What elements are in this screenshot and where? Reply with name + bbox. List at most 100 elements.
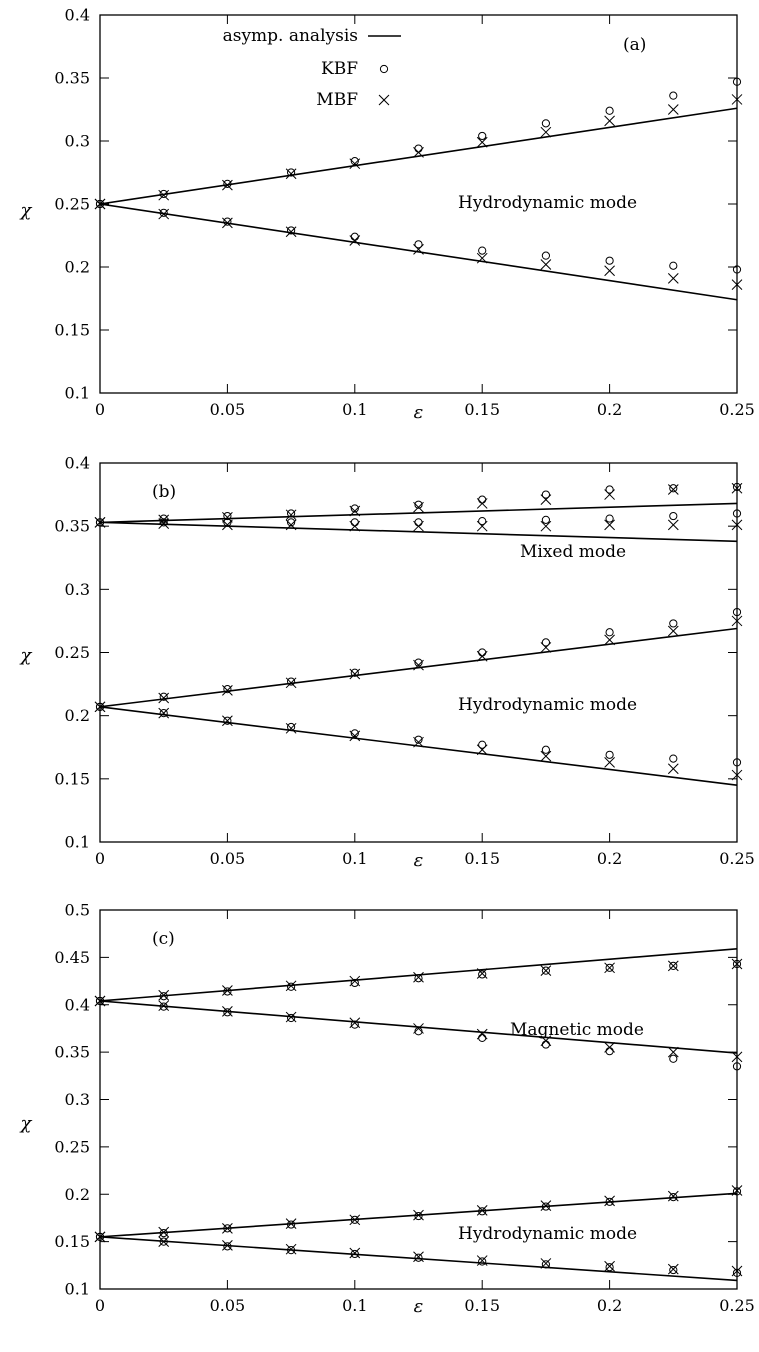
y-tick-label: 0.25 <box>54 643 90 662</box>
mbf-point-stroke <box>349 520 361 532</box>
mbf-point-stroke <box>604 265 615 277</box>
mode-annotation: Mixed mode <box>520 542 626 562</box>
mbf-point <box>222 715 233 727</box>
mbf-point-stroke <box>604 1195 615 1207</box>
kbf-point <box>669 484 678 493</box>
mbf-point-stroke <box>604 757 615 768</box>
mbf-point-stroke <box>285 509 297 521</box>
mbf-point-stroke <box>476 1028 488 1040</box>
mbf-point-stroke <box>94 1231 106 1243</box>
mbf-point-stroke <box>731 1265 743 1277</box>
mbf-point-stroke <box>349 1017 361 1029</box>
mbf-point <box>349 158 361 170</box>
kbf-point <box>287 1220 296 1229</box>
x-tick-label: 0.2 <box>597 400 622 419</box>
kbf-point <box>541 745 551 754</box>
kbf-point <box>669 1054 678 1063</box>
mbf-point-stroke <box>604 634 615 646</box>
mode-annotation: Hydrodynamic mode <box>458 695 637 715</box>
kbf-point <box>541 966 551 975</box>
kbf-point <box>669 961 678 971</box>
mbf-point-stroke <box>413 146 424 158</box>
mbf-point <box>158 989 170 1001</box>
y-axis-label: χ <box>19 645 33 666</box>
kbf-point <box>350 157 359 166</box>
mbf-point <box>667 484 679 495</box>
mbf-point-stroke <box>94 517 106 528</box>
mbf-point-stroke <box>667 763 679 775</box>
x-axis-label: ε <box>414 1296 424 1317</box>
mbf-point-stroke <box>222 1240 233 1251</box>
mbf-point <box>222 179 233 191</box>
mbf-point <box>604 1260 615 1272</box>
y-tick-label: 0.3 <box>65 132 90 151</box>
mbf-point-stroke <box>476 252 488 264</box>
mbf-point <box>476 1205 488 1216</box>
mbf-point-stroke <box>667 519 679 531</box>
mbf-point <box>476 968 488 979</box>
plot-frame <box>99 14 738 394</box>
mbf-point <box>158 707 170 719</box>
mbf-point-stroke <box>222 685 233 696</box>
mbf-point <box>731 482 743 494</box>
y-tick-label: 0.1 <box>65 833 90 852</box>
mbf-point <box>349 730 361 742</box>
x-tick-label: 0.05 <box>210 1296 246 1315</box>
asymptotic-line <box>99 1236 738 1282</box>
mbf-point-stroke <box>413 1209 424 1221</box>
legend-label: asymp. analysis <box>223 26 358 46</box>
mbf-point <box>285 519 297 531</box>
mbf-point <box>604 1042 615 1053</box>
kbf-point <box>541 1202 551 1211</box>
mbf-point <box>604 265 615 277</box>
mbf-point-stroke <box>667 1263 679 1275</box>
y-tick-label: 0.35 <box>54 517 90 536</box>
mbf-point-stroke <box>476 520 488 532</box>
kbf-point <box>541 119 551 128</box>
mbf-point <box>667 763 679 775</box>
mbf-point-stroke <box>540 750 552 762</box>
mbf-point <box>476 136 488 148</box>
mbf-point-stroke <box>731 769 743 781</box>
kbf-point <box>287 518 296 527</box>
mbf-point-stroke <box>285 1218 297 1229</box>
mbf-point-stroke <box>604 489 615 500</box>
kbf-point <box>287 226 296 235</box>
kbf-point <box>732 1187 742 1196</box>
y-tick-label: 0.4 <box>65 454 90 473</box>
mbf-point-stroke <box>222 179 233 191</box>
mbf-point-stroke <box>540 1035 552 1047</box>
x-axis-label: ε <box>414 402 424 423</box>
kbf-point <box>478 246 487 255</box>
y-axis-label: χ <box>19 200 33 221</box>
kbf-point <box>478 1207 487 1216</box>
mbf-point-stroke <box>476 1205 488 1216</box>
mbf-point <box>349 520 361 532</box>
kbf-point <box>732 265 742 274</box>
kbf-point <box>541 638 551 647</box>
mbf-point <box>94 995 106 1007</box>
mbf-point-stroke <box>413 659 424 671</box>
mbf-point <box>731 769 743 781</box>
kbf-point <box>287 722 296 732</box>
mbf-point-stroke <box>540 1200 552 1211</box>
panel-label: (c) <box>152 929 175 949</box>
kbf-point <box>541 1040 551 1049</box>
mbf-point <box>413 659 424 671</box>
mbf-point <box>540 1258 552 1269</box>
mbf-point <box>285 677 297 689</box>
mbf-point-stroke <box>349 158 361 170</box>
mbf-point <box>540 1035 552 1047</box>
kbf-point <box>541 515 551 524</box>
y-tick-label: 0.35 <box>54 1043 90 1062</box>
mbf-point-stroke <box>413 501 424 513</box>
mbf-point <box>476 520 488 532</box>
mbf-point <box>476 744 488 756</box>
legend-circle-sample <box>379 64 389 74</box>
mbf-point <box>667 625 679 637</box>
mbf-point-stroke <box>413 520 424 532</box>
mbf-point-stroke <box>540 520 552 532</box>
mbf-point <box>285 226 297 238</box>
mbf-point <box>349 1247 361 1259</box>
mbf-point <box>413 501 424 513</box>
